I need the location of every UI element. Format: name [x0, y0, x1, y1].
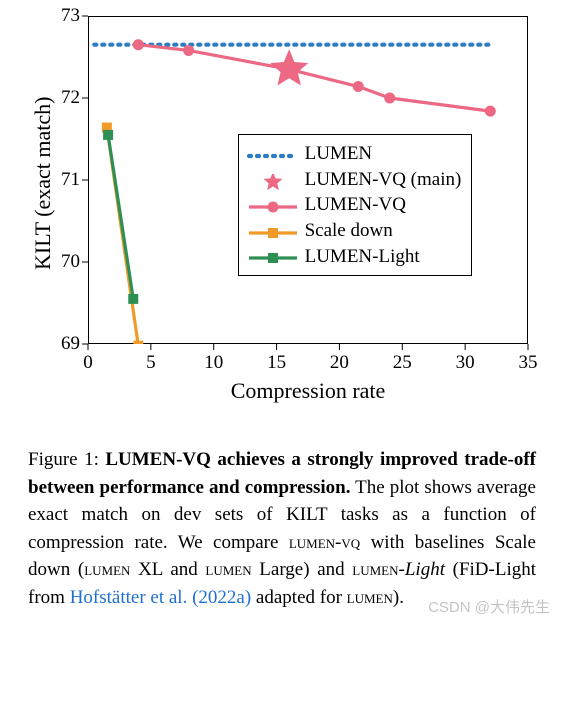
legend-label: LUMEN-VQ — [305, 192, 406, 218]
legend-swatch — [247, 197, 299, 213]
legend-label: Scale down — [305, 218, 393, 244]
sc-lumen-1: lumen — [84, 559, 130, 580]
caption-bold: LUMEN-VQ — [105, 449, 211, 470]
x-tick-label: 25 — [387, 352, 417, 374]
sc-lumen-2: lumen — [205, 559, 251, 580]
caption-body-3: XL and — [130, 559, 205, 580]
x-tick-label: 35 — [513, 352, 543, 374]
legend-label: LUMEN-Light — [305, 244, 420, 270]
legend-swatch — [247, 248, 299, 264]
legend-swatch — [247, 172, 299, 188]
legend-item: LUMEN — [247, 141, 462, 167]
legend-item: LUMEN-VQ (main) — [247, 167, 462, 193]
x-tick-label: 10 — [199, 352, 229, 374]
caption-body-6: adapted for — [251, 587, 346, 608]
y-tick-label: 69 — [40, 333, 80, 355]
legend: LUMENLUMEN-VQ (main)LUMEN-VQScale downLU… — [238, 134, 473, 276]
chart-area: 051015202530356970717273KILT (exact matc… — [28, 10, 536, 412]
sc-light: Light — [405, 559, 445, 580]
watermark: CSDN @大伟先生 — [428, 596, 550, 617]
series-lumen_light — [108, 135, 133, 299]
y-tick-label: 73 — [40, 5, 80, 27]
legend-swatch — [247, 146, 299, 162]
figure-label: Figure 1: — [28, 449, 105, 470]
x-tick-label: 30 — [450, 352, 480, 374]
x-tick-label: 0 — [73, 352, 103, 374]
legend-swatch — [247, 223, 299, 239]
x-axis-label: Compression rate — [88, 378, 528, 404]
y-axis-label: KILT (exact match) — [30, 97, 56, 271]
legend-label: LUMEN-VQ (main) — [305, 167, 462, 193]
sc-lumen-4: lumen — [347, 587, 393, 608]
caption-body-7: ). — [393, 587, 404, 608]
sc-lumen-3: lumen — [352, 559, 398, 580]
caption-body-4: Large) and — [252, 559, 353, 580]
citation-link[interactable]: Hofstätter et al. (2022a) — [70, 587, 251, 608]
legend-item: Scale down — [247, 218, 462, 244]
x-tick-label: 5 — [136, 352, 166, 374]
sc-lumenvq-1: lumen-vq — [289, 532, 360, 553]
figure-caption: Figure 1: LUMEN-VQ achieves a strongly i… — [28, 446, 536, 611]
x-tick-label: 20 — [324, 352, 354, 374]
legend-label: LUMEN — [305, 141, 373, 167]
legend-item: LUMEN-Light — [247, 244, 462, 270]
x-tick-label: 15 — [262, 352, 292, 374]
legend-item: LUMEN-VQ — [247, 192, 462, 218]
